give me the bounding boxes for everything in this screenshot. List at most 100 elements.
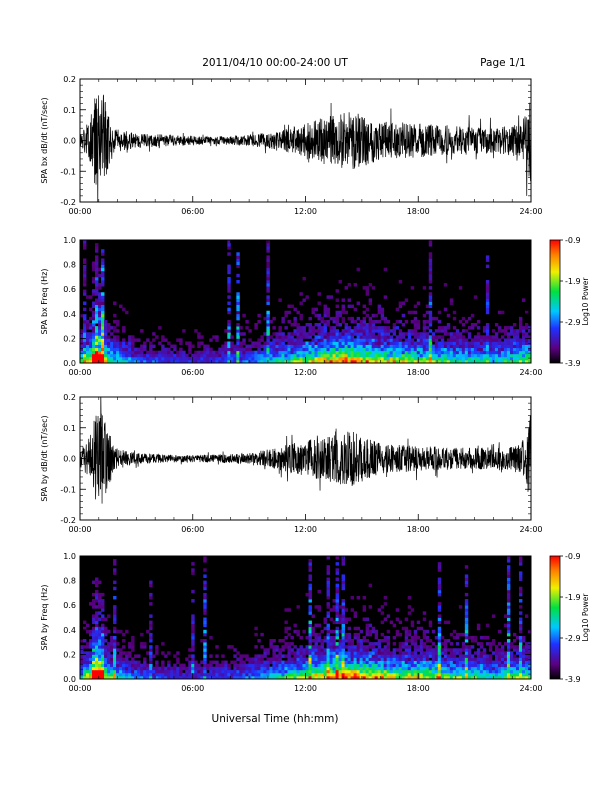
spectrogram-cell [494, 347, 499, 352]
spectrogram-cell [152, 672, 156, 677]
spectrogram-cell [299, 651, 303, 655]
spectrogram-cell [401, 663, 406, 668]
spectrogram-cell [224, 666, 228, 671]
spectrogram-cell [473, 295, 478, 299]
spectrogram-cell [239, 669, 243, 674]
spectrogram-cell [359, 675, 364, 680]
spectrogram-cell [515, 648, 520, 652]
spectrogram-cell [362, 648, 367, 652]
spectrogram-cell [218, 353, 222, 358]
spectrogram-cell [248, 353, 252, 358]
spectrogram-cell [344, 632, 348, 637]
spectrogram-cell [353, 648, 358, 652]
spectrogram-cell [188, 675, 192, 680]
spectrogram-cell [386, 642, 391, 646]
spectrogram-cell [431, 666, 436, 671]
spectrogram-cell [338, 338, 342, 342]
spectrogram-cell [356, 359, 361, 364]
spectrogram-cell [518, 350, 523, 355]
spectrogram-cell [287, 642, 291, 646]
spectrogram-cell [227, 663, 231, 668]
spectrogram-cell [278, 660, 282, 665]
spectrogram-cell [104, 344, 108, 349]
spectrogram-cell [461, 648, 466, 652]
spectrogram-cell [335, 651, 339, 655]
spectrogram-cell [107, 323, 111, 327]
spectrogram-cell [101, 307, 105, 312]
spectrogram-cell [80, 350, 84, 355]
spectrogram-cell [416, 645, 421, 649]
spectrogram-cell [296, 605, 300, 609]
spectrogram-cell [104, 353, 108, 358]
spectrogram-cell [488, 353, 493, 358]
spectrogram-cell [341, 319, 345, 324]
spectrogram-cell [140, 344, 144, 349]
spectrogram-cell [86, 356, 90, 361]
spectrogram-cell [266, 660, 270, 665]
spectrogram-cell [329, 666, 333, 671]
spectrogram-cell [83, 672, 87, 677]
spectrogram-cell [518, 347, 523, 352]
spectrogram-cell [395, 657, 400, 661]
spectrogram-cell [407, 675, 412, 680]
spectrogram-cell [230, 347, 234, 352]
spectrogram-cell [332, 329, 336, 333]
spectrogram-cell [371, 332, 376, 336]
spectrogram-cell [260, 675, 264, 680]
spectrogram-cell [470, 635, 475, 640]
spectrogram-cell [401, 341, 406, 345]
spectrogram-cell [137, 356, 141, 361]
spectrogram-cell [275, 672, 279, 677]
spectrogram-cell [335, 344, 339, 349]
spectrogram-cell [326, 347, 330, 352]
x-tick-label: 18:00 [407, 684, 430, 693]
spectrogram-cell [251, 350, 255, 355]
spectrogram-cell [365, 654, 370, 658]
spectrogram-cell [155, 666, 159, 671]
spectrogram-cell [248, 669, 252, 674]
spectrogram-cell [335, 654, 339, 658]
spectrogram-cell [98, 316, 102, 321]
spectrogram-cell [98, 319, 102, 324]
spectrogram-cell [443, 645, 448, 649]
spectrogram-cell [140, 350, 144, 355]
spectrogram-cell [143, 672, 147, 677]
spectrogram-cell [143, 660, 147, 665]
spectrogram-cell [374, 657, 379, 661]
spectrogram-cell [518, 344, 523, 349]
spectrogram-cell [383, 295, 388, 299]
spectrogram-cell [527, 660, 532, 665]
spectrogram-cell [500, 356, 505, 361]
spectrogram-cell [92, 350, 96, 355]
spectrogram-cell [254, 350, 258, 355]
spectrogram-cell [95, 669, 99, 674]
spectrogram-cell [110, 341, 114, 345]
spectrogram-cell [299, 341, 303, 345]
spectrogram-cell [272, 356, 276, 361]
spectrogram-cell [95, 246, 99, 250]
spectrogram-cell [320, 341, 324, 345]
spectrogram-cell [470, 341, 475, 345]
spectrogram-cell [485, 666, 490, 671]
spectrogram-cell [353, 614, 358, 618]
colorbar-tick-label: -1.9 [565, 277, 581, 286]
spectrogram-cell [122, 326, 126, 330]
spectrogram-cell [311, 329, 315, 333]
spectrogram-cell [284, 344, 288, 349]
spectrogram-cell [518, 626, 523, 631]
colorbar-gradient [549, 555, 561, 680]
spectrogram-cell [191, 645, 195, 649]
spectrogram-cell [215, 356, 219, 361]
spectrogram-cell [98, 347, 102, 352]
spectrogram-cell [365, 675, 370, 680]
spectrogram-cell [524, 648, 529, 652]
spectrogram-cell [437, 359, 442, 364]
spectrogram-cell [86, 323, 90, 327]
spectrogram-cell [110, 645, 114, 649]
spectrogram-cell [437, 645, 442, 649]
x-tick-label: 12:00 [294, 525, 317, 534]
spectrogram-cell [329, 350, 333, 355]
spectrogram-cell [437, 580, 442, 585]
spectrogram-cell [245, 663, 249, 668]
